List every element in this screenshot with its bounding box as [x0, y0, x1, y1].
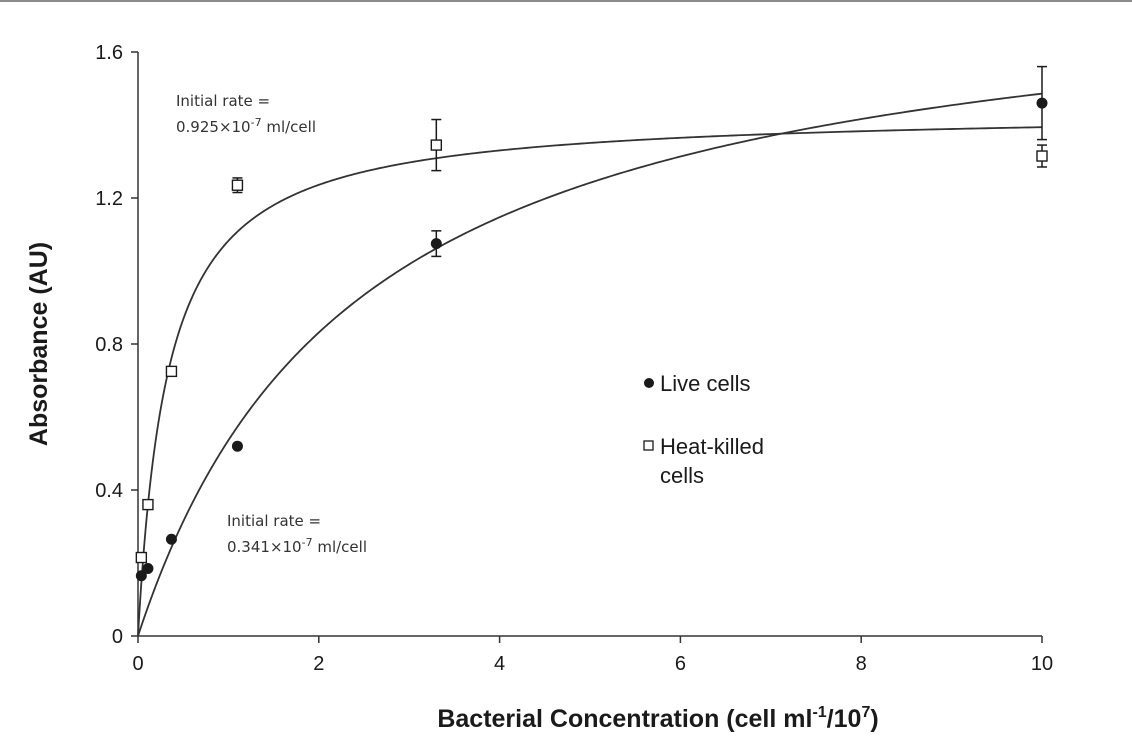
- data-points: [135, 65, 1048, 582]
- legend-label-heat-line1: Heat-killed: [660, 434, 764, 459]
- x-tick-2: 4: [494, 636, 505, 675]
- heat-killed-point: [430, 139, 443, 151]
- x-tick-3: 6: [675, 636, 686, 675]
- heat-killed-point: [165, 365, 178, 378]
- live-cells-point: [165, 533, 177, 545]
- heat-killed-point: [135, 551, 148, 564]
- x-tick-5: 10: [1031, 636, 1053, 675]
- y-tick-4: 1.6: [95, 42, 138, 64]
- svg-text:0.925×10-7 ml/cell: 0.925×10-7 ml/cell: [176, 116, 316, 136]
- heat-killed-point: [231, 179, 244, 191]
- live-cells-point: [1036, 97, 1048, 109]
- live-cells-point: [231, 440, 243, 452]
- x-tick-label: 4: [494, 653, 505, 675]
- y-tick-label: 1.6: [95, 42, 123, 64]
- x-tick-0: 0: [132, 636, 144, 675]
- y-tick-label: 1.2: [95, 188, 123, 210]
- legend-label-live: Live cells: [660, 371, 750, 396]
- y-tick-label: 0.4: [95, 480, 123, 502]
- heat-killed-fit-curve: [137, 126, 1043, 637]
- x-tick-1: 2: [313, 636, 324, 675]
- x-axis-title: Bacterial Concentration (cell ml-1/107): [437, 704, 878, 733]
- y-tick-label: 0.8: [95, 334, 123, 356]
- heat-killed-point: [1036, 150, 1048, 162]
- live-cells-point: [142, 562, 154, 574]
- y-tick-3: 1.2: [95, 188, 138, 210]
- y-tick-2: 0.8: [95, 334, 138, 356]
- live-cells-fit-curve: [137, 92, 1043, 637]
- y-axis-title: Absorbance (AU): [25, 242, 53, 446]
- legend: Live cells Heat-killed cells: [643, 371, 764, 488]
- x-tick-label: 6: [675, 653, 686, 675]
- y-tick-0: 0: [112, 626, 138, 648]
- heat-killed-point: [142, 498, 154, 511]
- y-tick-1: 0.4: [95, 480, 138, 502]
- annotation-heat-killed: Initial rate = 0.925×10-7 ml/cell: [176, 92, 316, 136]
- x-tick-4: 8: [856, 636, 867, 675]
- y-tick-label: 0: [112, 626, 123, 648]
- live-cells-point: [135, 570, 147, 582]
- x-tick-label: 2: [313, 653, 324, 675]
- legend-label-heat-line2: cells: [660, 463, 704, 488]
- x-tick-label: 0: [132, 653, 143, 675]
- svg-text:0.341×10-7 ml/cell: 0.341×10-7 ml/cell: [227, 536, 367, 556]
- x-tick-label: 8: [856, 653, 867, 675]
- svg-text:Initial rate =: Initial rate =: [176, 92, 270, 110]
- legend-marker-live: [644, 378, 654, 388]
- svg-text:Initial rate =: Initial rate =: [227, 512, 321, 530]
- live-cells-point: [430, 238, 442, 250]
- x-tick-label: 10: [1031, 653, 1053, 675]
- annotation-live: Initial rate = 0.341×10-7 ml/cell: [227, 512, 367, 556]
- legend-marker-heat: [643, 440, 654, 451]
